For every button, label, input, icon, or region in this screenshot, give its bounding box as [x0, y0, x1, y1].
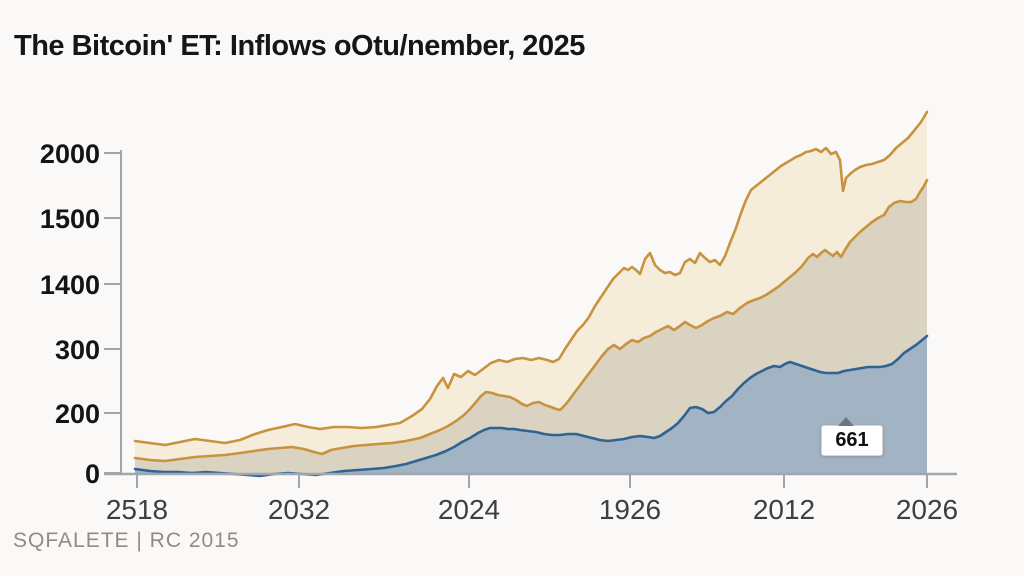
x-tick-label: 2518 — [106, 494, 168, 525]
y-tick-label: 1500 — [40, 204, 100, 234]
line-lower-band — [133, 334, 929, 478]
y-tick-label: 1400 — [40, 270, 100, 300]
tooltip: 661 — [821, 417, 883, 456]
y-tick-label: 300 — [55, 335, 100, 365]
line-middle-band — [133, 178, 929, 463]
x-tick-label: 2024 — [438, 494, 500, 525]
y-tick-label: 2000 — [40, 139, 100, 169]
area-lower-band — [135, 336, 927, 476]
x-tick-label: 2026 — [896, 494, 958, 525]
tooltip-arrow-icon — [838, 417, 854, 426]
y-tick-label: 200 — [55, 399, 100, 429]
footer-credit: SQFALETE | RC 2015 — [13, 529, 240, 552]
line-upper-band — [133, 110, 929, 447]
x-tick-label: 2012 — [753, 494, 815, 525]
y-tick-label: 0 — [85, 459, 100, 489]
x-tick-label: 1926 — [599, 494, 661, 525]
chart-title: The Bitcoin' ET: Inflows oOtu/nember, 20… — [14, 30, 585, 62]
x-tick-label: 2032 — [268, 494, 330, 525]
tooltip-value: 661 — [835, 429, 869, 451]
